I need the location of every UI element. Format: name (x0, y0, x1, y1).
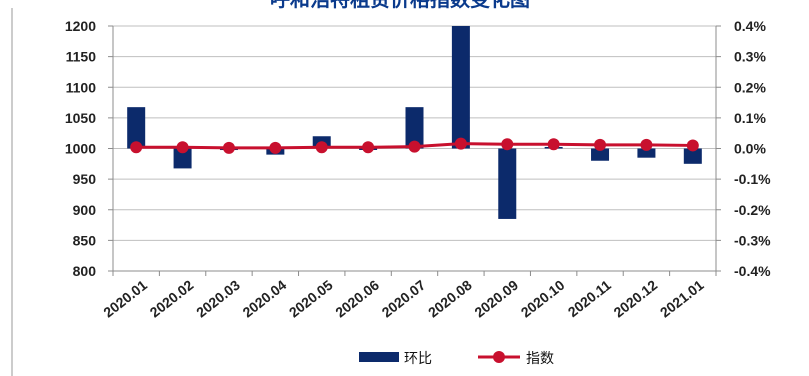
point-zhishu-2020.05 (315, 141, 328, 154)
left-tick-label: 950 (73, 171, 97, 187)
point-zhishu-2020.02 (176, 141, 189, 154)
left-tick-label: 1050 (65, 110, 96, 126)
point-zhishu-2020.11 (594, 138, 607, 151)
right-tick-label: -0.1% (734, 171, 771, 187)
left-tick-label: 1200 (65, 18, 96, 34)
left-tick-label: 800 (73, 263, 97, 279)
bar-huanbi-2020.01 (127, 107, 146, 149)
bar-huanbi-2020.12 (637, 148, 656, 158)
bar-series-huanbi (127, 26, 702, 219)
bar-huanbi-2021.01 (683, 148, 702, 164)
point-zhishu-2021.01 (686, 139, 699, 152)
x-tick-label: 2020.02 (147, 277, 197, 321)
bar-huanbi-2020.11 (591, 148, 610, 161)
right-y-axis-ticks: -0.4% -0.3% -0.2% -0.1% 0.0% 0.1% 0.2% 0.3% 0.4% (734, 18, 771, 279)
x-tick-label: 2020.03 (193, 277, 243, 321)
point-zhishu-2020.01 (130, 141, 143, 154)
bar-huanbi-2020.09 (498, 148, 517, 219)
x-tick-label: 2020.04 (239, 277, 289, 321)
left-tick-label: 1100 (66, 79, 97, 95)
axes (11, 8, 721, 376)
right-tick-label: 0.4% (734, 18, 766, 34)
x-tick-label: 2020.11 (565, 277, 614, 320)
left-tick-label: 850 (73, 232, 97, 248)
x-tick-label: 2020.10 (518, 277, 568, 321)
x-tick-label: 2020.05 (286, 277, 336, 321)
point-zhishu-2020.10 (547, 138, 560, 151)
point-zhishu-2020.07 (408, 140, 421, 153)
x-tick-label: 2021.01 (657, 277, 707, 321)
point-zhishu-2020.03 (222, 141, 235, 154)
bar-huanbi-2020.07 (405, 107, 424, 149)
x-tick-label: 2020.07 (379, 277, 429, 321)
x-axis-ticks: 2020.012020.022020.032020.042020.052020.… (100, 277, 707, 321)
bar-huanbi-2020.02 (173, 148, 192, 169)
legend-label-zhishu: 指数 (526, 351, 554, 367)
x-tick-label: 2020.06 (332, 277, 382, 321)
left-tick-label: 1000 (65, 141, 96, 157)
x-tick-label: 2020.01 (100, 277, 150, 321)
point-zhishu-2020.09 (501, 138, 514, 151)
right-tick-label: -0.2% (734, 202, 771, 218)
left-tick-label: 1150 (66, 49, 97, 65)
right-tick-label: -0.4% (734, 263, 771, 279)
x-tick-label: 2020.08 (425, 277, 475, 321)
x-tick-label: 2020.12 (611, 277, 661, 321)
chart-title: 呼和浩特租赁价格指数变化图 (270, 0, 530, 11)
right-tick-label: 0.0% (734, 141, 766, 157)
right-tick-label: 0.2% (734, 79, 766, 95)
point-zhishu-2020.06 (362, 141, 375, 154)
point-zhishu-2020.12 (640, 138, 653, 151)
point-zhishu-2020.04 (269, 141, 282, 154)
x-tick-label: 2020.09 (471, 277, 521, 321)
point-zhishu-2020.08 (454, 137, 467, 150)
left-y-axis-ticks: 800 850 900 950 1000 1050 1100 1150 1200 (65, 18, 96, 279)
legend-swatch-huanbi (359, 352, 399, 362)
bar-huanbi-2020.08 (451, 26, 470, 149)
legend: 环比 指数 (359, 351, 554, 367)
legend-swatch-zhishu-marker (493, 351, 505, 363)
right-tick-label: 0.3% (734, 49, 766, 65)
right-tick-label: 0.1% (734, 110, 766, 126)
right-tick-label: -0.3% (734, 232, 771, 248)
legend-label-huanbi: 环比 (404, 351, 432, 367)
line-series-zhishu (130, 137, 699, 154)
left-tick-label: 900 (73, 202, 97, 218)
